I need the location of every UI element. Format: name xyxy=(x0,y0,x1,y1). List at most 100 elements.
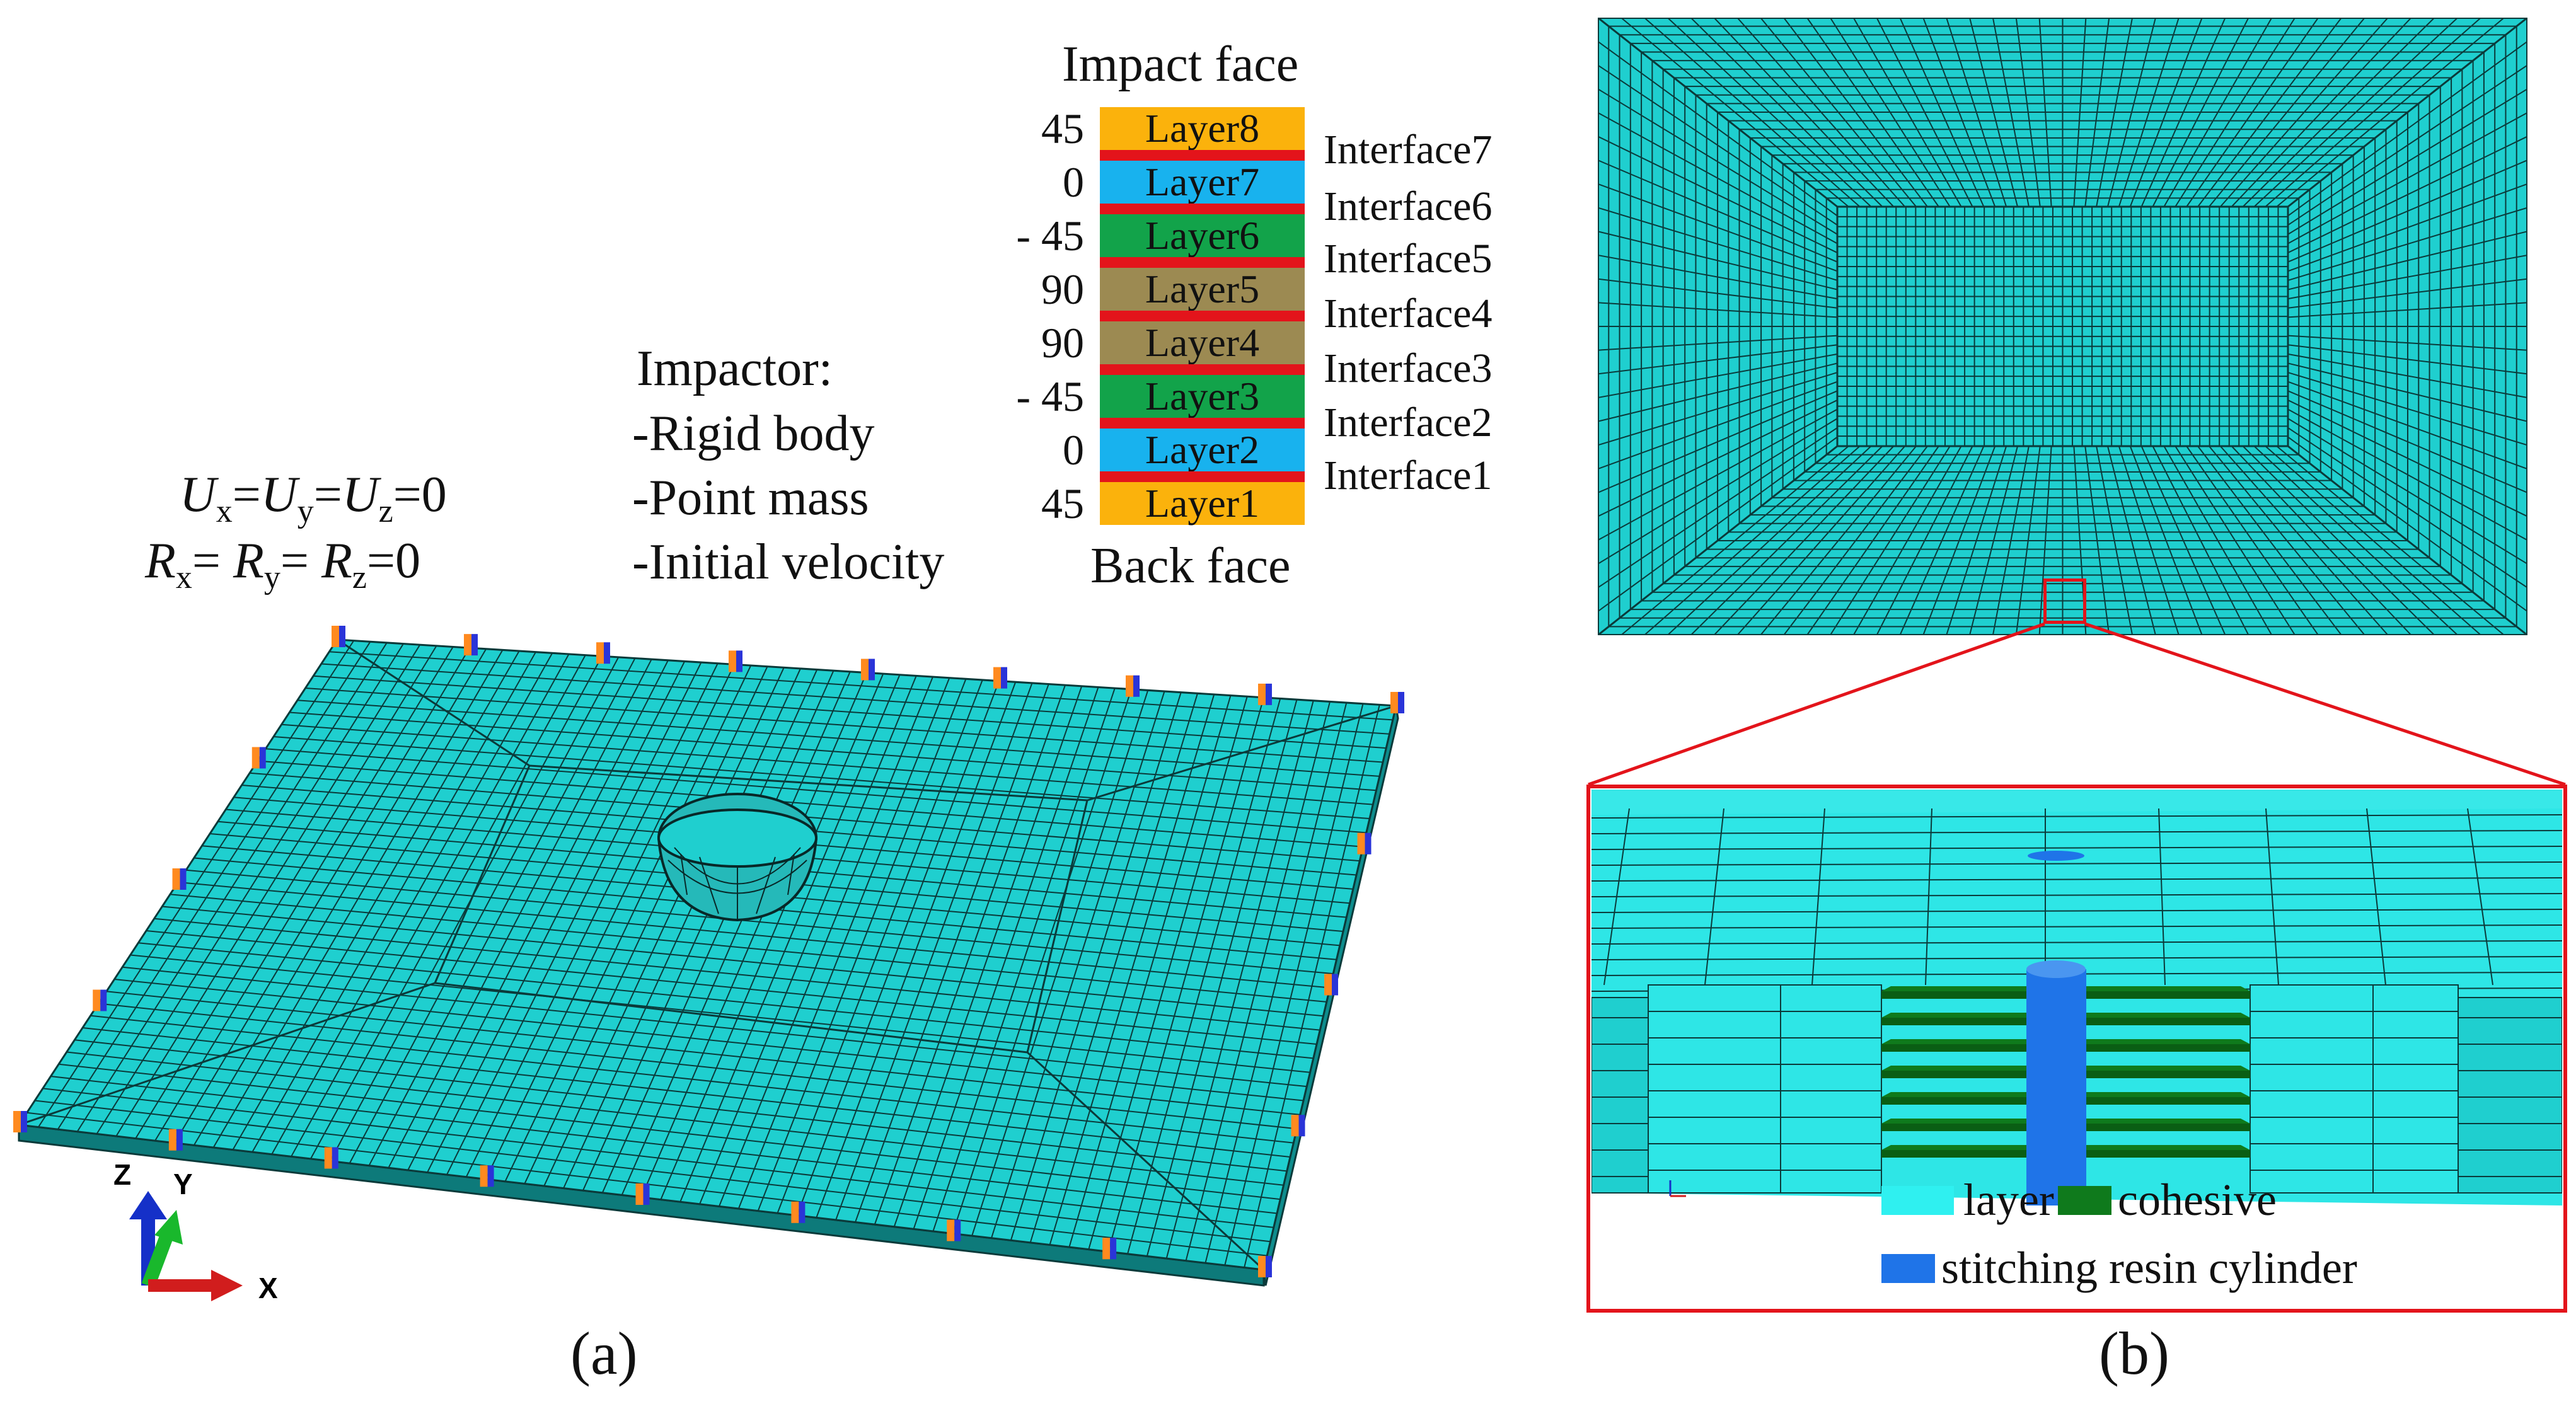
boundary-marker xyxy=(1390,692,1398,713)
interface-3-label: Interface3 xyxy=(1324,345,1493,391)
mesh-line xyxy=(1620,446,1849,635)
boundary-marker xyxy=(251,747,260,769)
mesh-line xyxy=(1598,408,1838,541)
mesh-line xyxy=(289,711,1377,791)
boundary-marker xyxy=(180,868,187,890)
mesh-line xyxy=(2107,18,2156,207)
mesh-line xyxy=(1598,436,1838,613)
boundary-marker xyxy=(100,989,107,1011)
interface-2-band xyxy=(1100,418,1305,429)
mesh-line xyxy=(2287,408,2527,541)
boundary-marker xyxy=(993,667,1001,689)
mesh-line xyxy=(1644,446,1861,635)
interface-3-band xyxy=(1100,364,1305,375)
boundary-marker xyxy=(736,650,742,672)
boundary-marker xyxy=(324,1147,332,1169)
mesh-line xyxy=(2287,278,2527,309)
angle-layer-7: 0 xyxy=(1063,158,1084,206)
mesh-line xyxy=(1736,446,1905,635)
boundary-displacement-text: Ux=Uy=Uz=0 xyxy=(180,467,447,529)
mesh-line xyxy=(2163,446,2273,635)
mesh-line xyxy=(1591,846,2562,850)
mesh-line xyxy=(2186,18,2319,207)
mesh-line xyxy=(273,736,1370,819)
boundary-marker xyxy=(172,868,180,890)
mesh-line xyxy=(154,918,1320,1031)
mesh-line xyxy=(2220,446,2389,635)
mesh-line xyxy=(1899,446,1985,635)
mesh-line xyxy=(1783,18,1928,207)
boundary-marker xyxy=(21,1111,27,1132)
boundary-marker xyxy=(339,626,345,647)
angle-layer-2: 0 xyxy=(1063,426,1084,474)
mesh-line xyxy=(1922,446,1996,635)
mesh-line xyxy=(1598,372,1838,446)
mesh-line xyxy=(1829,446,1951,635)
plate-3d-model: Z Y X xyxy=(13,626,1404,1304)
mesh-line xyxy=(305,688,1383,763)
mesh-line xyxy=(1992,446,2030,635)
mesh-line xyxy=(1783,446,1928,635)
mesh-line xyxy=(2015,18,2041,207)
mesh-line xyxy=(2287,436,2527,613)
back-face-label: Back face xyxy=(1090,538,1291,594)
impactor-hemisphere xyxy=(657,793,818,922)
mesh-line xyxy=(186,869,1334,975)
boundary-marker xyxy=(1126,675,1133,697)
mesh-line xyxy=(1760,446,1917,635)
mesh-line xyxy=(313,675,1387,749)
mesh-line xyxy=(1591,893,2562,897)
boundary-marker xyxy=(869,659,875,681)
mesh-line xyxy=(1852,446,1962,635)
mesh-line xyxy=(2287,381,2527,470)
mesh-line xyxy=(146,930,1317,1045)
mesh-line xyxy=(162,906,1324,1017)
layer-4: Layer4 xyxy=(1100,321,1305,364)
mesh-line xyxy=(1591,924,2562,929)
boundary-marker xyxy=(643,1183,650,1205)
angle-layer-4: 90 xyxy=(1041,319,1084,367)
mesh-line xyxy=(1591,814,2562,819)
boundary-marker xyxy=(1365,832,1372,854)
mesh-line xyxy=(2073,18,2087,207)
boundary-marker xyxy=(480,1165,488,1187)
mesh-line xyxy=(1598,231,1838,291)
mesh-line xyxy=(2287,207,2527,281)
mesh-line xyxy=(59,1063,1281,1200)
mesh-line xyxy=(2152,446,2250,635)
boundary-marker xyxy=(954,1219,961,1241)
interface-4-label: Interface4 xyxy=(1324,291,1493,337)
mesh-line xyxy=(1598,302,1838,318)
mesh-line xyxy=(1969,446,2018,635)
mesh-line xyxy=(2287,302,2527,318)
mesh-line xyxy=(2287,353,2527,399)
interface-2-label: Interface2 xyxy=(1324,400,1493,446)
mesh-line xyxy=(1876,446,1973,635)
mesh-line xyxy=(2265,808,2279,986)
mesh-line xyxy=(1598,427,1838,589)
mesh-line xyxy=(1876,18,1973,207)
mesh-line xyxy=(2152,18,2250,207)
mesh-line xyxy=(265,748,1366,834)
mesh-line xyxy=(2287,88,2527,235)
legend-layer-swatch xyxy=(1881,1186,1954,1215)
mesh-line xyxy=(329,651,1393,721)
boundary-marker xyxy=(332,1147,338,1169)
mesh-line xyxy=(2287,344,2527,375)
mesh-line xyxy=(1811,808,1825,986)
mesh-line xyxy=(1598,390,1838,493)
mesh-line xyxy=(2287,231,2527,291)
boundary-marker xyxy=(13,1111,21,1132)
mesh-line xyxy=(90,1015,1294,1144)
plate-diagonals xyxy=(18,638,1397,1271)
boundary-marker xyxy=(604,642,610,664)
mesh-line xyxy=(1713,18,1895,207)
mesh-line xyxy=(1598,40,1838,217)
mesh-line xyxy=(122,966,1307,1088)
mesh-line xyxy=(2287,372,2527,446)
mesh-line xyxy=(106,991,1300,1115)
zoom-source-box xyxy=(2043,578,2086,624)
mesh-line xyxy=(1598,64,1838,226)
mesh-line xyxy=(2084,446,2110,635)
mesh-line xyxy=(1598,335,1838,351)
